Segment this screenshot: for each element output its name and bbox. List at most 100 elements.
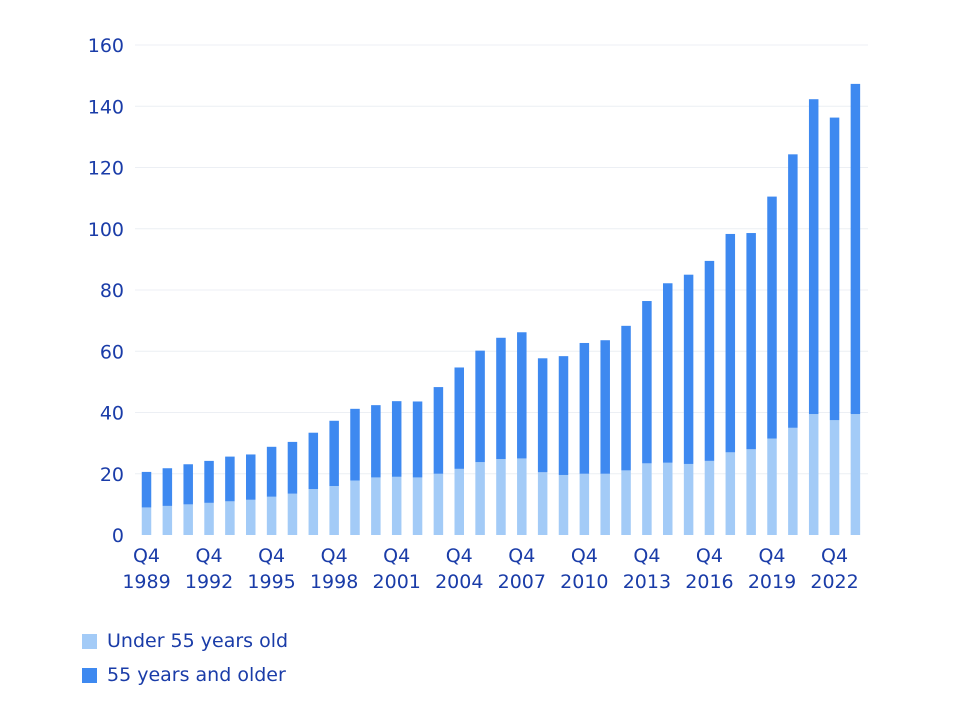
bar-55-and-older-8	[308, 432, 319, 490]
x-tick-label-q-1989: Q4	[133, 545, 160, 567]
x-tick-label-year-1989: 1989	[122, 571, 170, 593]
bar-55-and-older-1	[162, 468, 173, 506]
bar-under-55-24	[642, 463, 652, 535]
x-tick-label-q-2019: Q4	[758, 545, 785, 567]
y-tick-label-40: 40	[100, 403, 124, 425]
x-tick-label-q-1998: Q4	[321, 545, 348, 567]
legend-label-under-55: Under 55 years old	[107, 630, 289, 652]
bars	[141, 83, 861, 535]
bar-under-55-4	[225, 501, 235, 535]
bar-under-55-13	[412, 477, 423, 535]
legend-swatch-under-55	[82, 633, 97, 649]
bar-55-and-older-21	[579, 342, 590, 474]
bar-55-and-older-24	[642, 301, 652, 464]
bar-under-55-8	[308, 489, 319, 535]
bar-55-and-older-11	[371, 405, 381, 478]
bar-55-and-older-4	[225, 456, 235, 502]
legend: Under 55 years old 55 years and older	[82, 624, 288, 692]
bar-under-55-34	[850, 414, 861, 535]
bar-under-55-12	[391, 476, 402, 535]
x-tick-label-q-2016: Q4	[696, 545, 723, 567]
bar-under-55-20	[558, 474, 569, 535]
bar-under-55-14	[433, 473, 444, 535]
y-tick-label-100: 100	[88, 219, 124, 241]
x-tick-label-q-2001: Q4	[383, 545, 410, 567]
bar-55-and-older-12	[391, 401, 402, 477]
bar-under-55-22	[600, 473, 610, 535]
bar-under-55-32	[808, 414, 819, 535]
bar-55-and-older-28	[725, 233, 736, 453]
bar-55-and-older-32	[808, 99, 819, 415]
y-tick-label-140: 140	[88, 96, 124, 118]
bar-under-55-9	[329, 486, 339, 535]
y-tick-label-80: 80	[100, 280, 124, 302]
bar-55-and-older-2	[183, 464, 193, 505]
x-tick-label-year-2001: 2001	[373, 571, 421, 593]
x-tick-label-q-1992: Q4	[196, 545, 223, 567]
bar-55-and-older-17	[496, 337, 506, 460]
bar-55-and-older-13	[412, 401, 423, 478]
bar-55-and-older-33	[829, 117, 840, 421]
bar-55-and-older-5	[246, 454, 256, 500]
bar-under-55-15	[454, 468, 464, 535]
legend-item-55-and-older: 55 years and older	[82, 658, 288, 692]
y-tick-label-0: 0	[112, 525, 124, 547]
bar-55-and-older-14	[433, 387, 444, 474]
bar-55-and-older-9	[329, 420, 339, 486]
bar-under-55-21	[579, 473, 590, 535]
bar-under-55-28	[725, 452, 736, 535]
legend-swatch-55-and-older	[82, 667, 97, 683]
bar-under-55-3	[204, 502, 214, 535]
bar-under-55-10	[350, 480, 360, 535]
bar-under-55-18	[517, 458, 527, 535]
bar-55-and-older-18	[517, 332, 527, 459]
x-tick-label-year-2004: 2004	[435, 571, 483, 593]
bar-55-and-older-15	[454, 367, 464, 469]
bar-under-55-16	[475, 462, 485, 535]
legend-label-55-and-older: 55 years and older	[107, 664, 286, 686]
y-axis-ticks: 0 20 40 60 80 100 120 140 160	[88, 35, 124, 547]
x-tick-label-year-2022: 2022	[810, 571, 858, 593]
x-tick-label-year-2016: 2016	[685, 571, 733, 593]
x-tick-label-year-1995: 1995	[247, 571, 295, 593]
bar-55-and-older-10	[350, 408, 360, 481]
bar-under-55-7	[287, 493, 298, 535]
bar-55-and-older-22	[600, 340, 610, 474]
x-tick-label-year-2013: 2013	[623, 571, 671, 593]
bar-under-55-19	[537, 472, 548, 535]
bar-55-and-older-6	[266, 446, 277, 497]
x-tick-label-q-1995: Q4	[258, 545, 285, 567]
bar-under-55-25	[663, 462, 673, 535]
bar-55-and-older-16	[475, 350, 485, 463]
x-tick-label-year-2010: 2010	[560, 571, 608, 593]
bar-55-and-older-0	[141, 471, 152, 508]
bar-55-and-older-19	[537, 358, 548, 473]
bar-55-and-older-34	[850, 83, 861, 415]
x-axis-ticks: Q4 1989 Q4 1992 Q4 1995 Q4 1998 Q4 2001 Q4 2004 Q4 20…	[122, 545, 858, 593]
x-tick-label-year-2007: 2007	[498, 571, 546, 593]
bar-under-55-29	[746, 449, 756, 535]
y-tick-label-160: 160	[88, 35, 124, 57]
x-tick-label-q-2004: Q4	[446, 545, 473, 567]
bar-under-55-23	[621, 470, 631, 535]
bar-55-and-older-20	[558, 356, 569, 475]
x-tick-label-q-2010: Q4	[571, 545, 598, 567]
bar-55-and-older-29	[746, 233, 756, 450]
x-tick-label-year-2019: 2019	[748, 571, 796, 593]
bar-under-55-2	[183, 504, 193, 535]
bar-under-55-31	[788, 427, 798, 535]
bar-55-and-older-27	[704, 260, 715, 461]
bar-55-and-older-3	[204, 460, 214, 503]
bar-55-and-older-7	[287, 441, 298, 494]
bar-under-55-1	[162, 505, 173, 535]
y-tick-label-20: 20	[100, 464, 124, 486]
bar-55-and-older-23	[621, 325, 631, 471]
bar-under-55-6	[266, 496, 277, 535]
legend-item-under-55: Under 55 years old	[82, 624, 288, 658]
bar-under-55-11	[371, 477, 381, 535]
bar-under-55-17	[496, 459, 506, 535]
bar-55-and-older-26	[683, 274, 694, 464]
bar-under-55-5	[246, 499, 256, 535]
x-tick-label-q-2022: Q4	[821, 545, 848, 567]
